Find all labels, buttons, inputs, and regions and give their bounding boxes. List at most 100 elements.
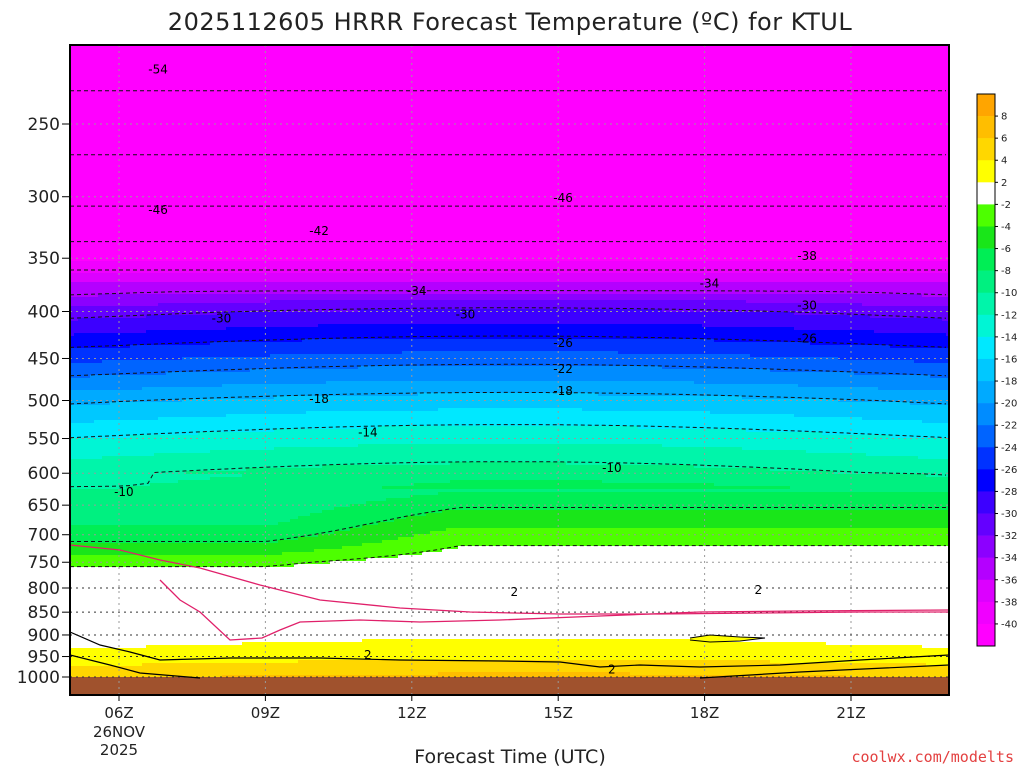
temperature-band bbox=[238, 312, 243, 328]
temperature-band bbox=[74, 459, 79, 490]
temperature-band bbox=[818, 510, 823, 529]
temperature-band bbox=[830, 528, 835, 547]
temperature-band bbox=[326, 273, 331, 283]
temperature-band bbox=[158, 345, 163, 361]
temperature-band bbox=[306, 552, 311, 565]
temperature-band bbox=[682, 675, 687, 677]
temperature-band bbox=[170, 282, 175, 295]
temperature-band bbox=[458, 282, 463, 295]
temperature-band bbox=[110, 360, 115, 376]
temperature-band bbox=[78, 525, 83, 544]
temperature-band bbox=[398, 339, 403, 355]
temperature-band bbox=[662, 381, 667, 397]
temperature-band bbox=[770, 312, 775, 328]
temperature-band bbox=[154, 543, 159, 556]
temperature-band bbox=[638, 396, 643, 412]
temperature-band bbox=[174, 315, 179, 331]
temperature-band bbox=[534, 444, 539, 463]
temperature-band bbox=[654, 528, 659, 547]
temperature-band bbox=[170, 315, 175, 331]
temperature-band bbox=[222, 525, 227, 544]
temperature-band bbox=[794, 261, 799, 274]
temperature-band bbox=[506, 324, 511, 340]
temperature-band bbox=[470, 324, 475, 340]
temperature-band bbox=[370, 543, 375, 559]
temperature-band bbox=[438, 513, 443, 532]
temperature-band bbox=[374, 381, 379, 397]
temperature-band bbox=[762, 510, 767, 529]
temperature-band bbox=[386, 45, 391, 262]
temperature-band bbox=[854, 282, 859, 295]
temperature-band bbox=[430, 366, 435, 382]
temperature-band bbox=[246, 372, 251, 385]
temperature-band bbox=[282, 384, 287, 397]
temperature-band bbox=[610, 273, 615, 283]
temperature-band bbox=[490, 393, 495, 409]
temperature-band bbox=[866, 546, 871, 646]
temperature-band bbox=[506, 462, 511, 481]
temperature-band bbox=[178, 294, 183, 304]
temperature-band bbox=[722, 492, 727, 511]
temperature-band bbox=[714, 384, 719, 397]
temperature-band bbox=[234, 525, 239, 544]
temperature-band bbox=[534, 351, 539, 367]
temperature-band bbox=[598, 261, 603, 274]
temperature-band bbox=[562, 366, 567, 382]
temperature-band bbox=[478, 480, 483, 490]
temperature-band bbox=[382, 540, 387, 559]
temperature-band bbox=[730, 282, 735, 295]
temperature-band bbox=[374, 366, 379, 382]
temperature-band bbox=[438, 444, 443, 466]
temperature-band bbox=[834, 510, 839, 529]
temperature-band bbox=[654, 510, 659, 529]
temperature-band bbox=[234, 675, 239, 677]
temperature-band bbox=[478, 324, 483, 340]
temperature-band bbox=[646, 528, 651, 547]
temperature-band bbox=[582, 339, 587, 352]
temperature-band bbox=[422, 552, 427, 640]
temperature-band bbox=[422, 465, 427, 484]
temperature-band bbox=[362, 273, 367, 283]
temperature-band bbox=[570, 465, 575, 481]
temperature-band bbox=[666, 261, 671, 274]
temperature-band bbox=[858, 294, 863, 304]
temperature-band bbox=[626, 426, 631, 445]
temperature-band bbox=[438, 483, 443, 490]
temperature-band bbox=[590, 282, 595, 295]
temperature-band bbox=[482, 510, 487, 529]
temperature-band bbox=[254, 312, 259, 328]
temperature-band bbox=[290, 45, 295, 262]
temperature-band bbox=[562, 444, 567, 463]
temperature-band bbox=[394, 540, 399, 559]
temperature-band bbox=[674, 381, 679, 397]
temperature-band bbox=[314, 513, 319, 538]
temperature-band bbox=[114, 555, 119, 568]
temperature-band bbox=[650, 510, 655, 529]
temperature-band bbox=[786, 261, 791, 274]
temperature-band bbox=[238, 372, 243, 385]
temperature-band bbox=[70, 423, 75, 439]
temperature-band bbox=[354, 429, 359, 448]
temperature-band bbox=[418, 411, 423, 427]
temperature-band bbox=[810, 528, 815, 547]
temperature-band bbox=[370, 411, 375, 430]
temperature-band bbox=[618, 273, 623, 283]
temperature-band bbox=[622, 426, 627, 445]
temperature-band bbox=[694, 261, 699, 274]
temperature-band bbox=[450, 351, 455, 367]
temperature-band bbox=[818, 399, 823, 418]
temperature-band bbox=[522, 426, 527, 445]
temperature-band bbox=[854, 528, 859, 547]
temperature-band bbox=[678, 492, 683, 511]
temperature-band bbox=[646, 510, 651, 529]
temperature-band bbox=[338, 396, 343, 412]
temperature-band bbox=[138, 402, 143, 421]
temperature-band bbox=[678, 510, 683, 529]
temperature-band bbox=[782, 342, 787, 358]
temperature-band bbox=[546, 261, 551, 274]
temperature-band bbox=[238, 342, 243, 358]
temperature-band bbox=[354, 411, 359, 430]
temperature-band bbox=[502, 324, 507, 340]
temperature-band bbox=[718, 384, 723, 397]
temperature-band bbox=[722, 273, 727, 283]
